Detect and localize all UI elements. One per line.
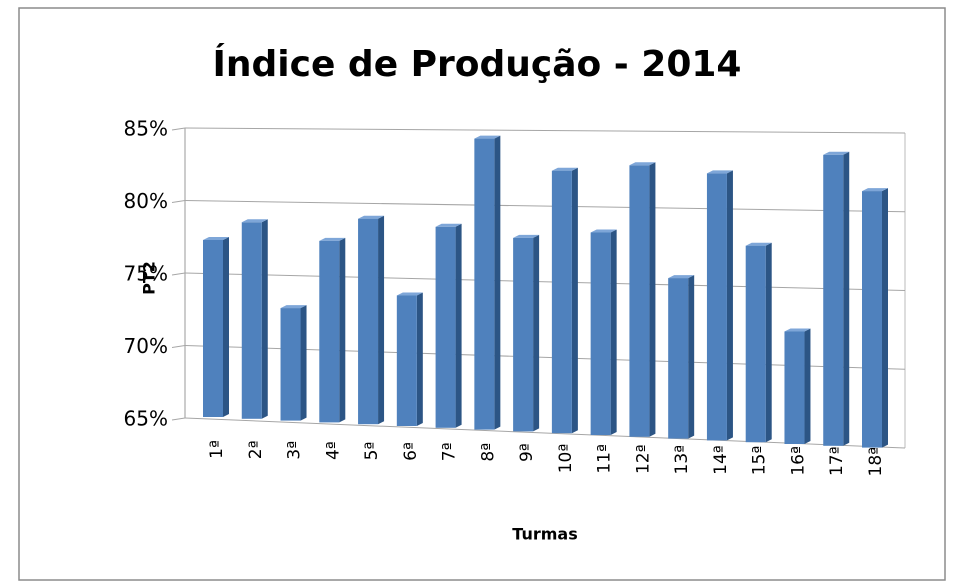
- y-tick-label: 75%: [124, 262, 168, 286]
- bar: [203, 240, 223, 417]
- x-tick-label: 1ª: [207, 440, 227, 459]
- bar: [551, 170, 572, 434]
- x-tick-label: 3ª: [285, 441, 305, 460]
- bar-side: [688, 275, 695, 439]
- bar-side: [223, 237, 229, 417]
- bar: [862, 191, 882, 448]
- y-tick: [171, 345, 186, 348]
- x-tick-label: 7ª: [440, 442, 460, 461]
- bar: [513, 237, 534, 432]
- y-tick-label: 65%: [124, 407, 168, 431]
- bar-top: [823, 151, 850, 155]
- bar-side: [804, 328, 811, 444]
- grid-line: [184, 272, 906, 291]
- x-tick-label: 5ª: [362, 442, 382, 461]
- chart-title: Índice de Produção - 2014: [213, 43, 742, 85]
- y-tick-label: 85%: [124, 117, 168, 141]
- x-tick-label: 2ª: [246, 440, 266, 459]
- bar-side: [765, 242, 772, 443]
- bar: [784, 331, 805, 444]
- y-tick-label: 70%: [124, 334, 168, 358]
- x-tick-label: 9ª: [517, 443, 537, 462]
- bar-side: [494, 135, 501, 430]
- bar-top: [551, 167, 578, 171]
- x-tick-label: 14ª: [711, 445, 731, 475]
- x-tick-label: 16ª: [788, 446, 808, 476]
- bar: [629, 165, 650, 437]
- x-tick-label: 15ª: [750, 446, 770, 476]
- bar: [358, 218, 379, 425]
- bar-side: [339, 237, 346, 423]
- bar: [319, 240, 340, 423]
- y-tick: [171, 127, 186, 131]
- bar: [668, 278, 689, 439]
- y-tick-label: 80%: [124, 189, 168, 213]
- x-axis-label: Turmas: [512, 525, 577, 544]
- bar-side: [416, 292, 423, 426]
- bar: [396, 295, 417, 426]
- bar-top: [241, 219, 268, 223]
- bar-side: [571, 167, 578, 434]
- bar-side: [378, 215, 385, 425]
- bar-top: [629, 162, 656, 166]
- bar-side: [843, 151, 850, 446]
- y-tick: [171, 200, 186, 203]
- bar-top: [358, 215, 385, 219]
- x-tick-label: 4ª: [323, 441, 343, 460]
- x-tick-label: 10ª: [556, 444, 576, 474]
- y-axis-label: PT2: [140, 261, 159, 295]
- bar-top: [668, 275, 695, 279]
- bar-top: [745, 242, 772, 246]
- y-tick: [171, 272, 186, 276]
- bar-side: [533, 234, 540, 432]
- bar-top: [513, 234, 540, 238]
- grid-line: [184, 127, 906, 134]
- bar-side: [261, 219, 268, 419]
- x-tick-label: 6ª: [401, 442, 421, 461]
- bar-top: [319, 237, 346, 241]
- x-tick-label: 11ª: [595, 444, 615, 474]
- bar-top: [474, 135, 501, 139]
- bar-top: [203, 237, 229, 240]
- bar: [474, 138, 495, 430]
- bar: [590, 232, 611, 435]
- bar-top: [784, 328, 811, 332]
- bar: [823, 154, 844, 446]
- bar: [280, 308, 301, 421]
- bar-side: [610, 229, 617, 435]
- x-tick-label: 12ª: [633, 444, 653, 474]
- bar-side: [455, 223, 462, 428]
- bar: [745, 245, 766, 443]
- bar-side: [649, 162, 656, 437]
- bar-side: [300, 305, 307, 421]
- x-tick-label: 17ª: [827, 446, 847, 476]
- x-tick-label: 8ª: [478, 443, 498, 462]
- bar-side: [882, 188, 888, 448]
- bar-top: [862, 188, 888, 192]
- bar: [241, 222, 262, 419]
- bar: [435, 226, 456, 428]
- x-tick-label: 13ª: [672, 445, 692, 475]
- bar-top: [396, 292, 423, 296]
- bar-top: [590, 229, 617, 233]
- bar: [706, 173, 727, 441]
- bar-top: [706, 170, 733, 174]
- bar-top: [280, 305, 307, 309]
- x-tick-label: 18ª: [866, 447, 886, 477]
- bar-side: [726, 170, 733, 441]
- bar-top: [435, 223, 462, 227]
- grid-line: [184, 200, 906, 213]
- y-tick: [171, 417, 186, 421]
